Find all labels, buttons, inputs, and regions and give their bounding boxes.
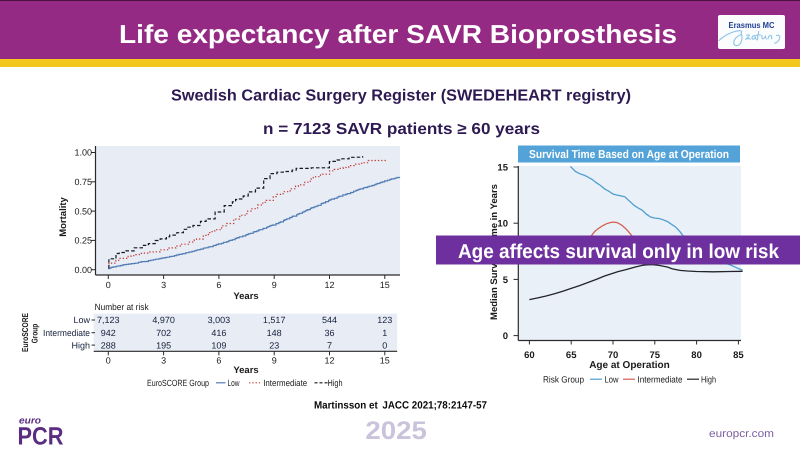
svg-text:0: 0 — [106, 356, 111, 366]
svg-text:7,123: 7,123 — [97, 315, 120, 325]
svg-text:Age at Operation: Age at Operation — [589, 360, 670, 371]
svg-text:12: 12 — [324, 356, 334, 366]
svg-text:High: High — [328, 378, 343, 388]
svg-text:Martinsson et JACC 2021;78:21: Martinsson et JACC 2021;78:2147-57 — [314, 400, 487, 412]
svg-text:6: 6 — [216, 280, 221, 290]
svg-text:75: 75 — [650, 350, 661, 361]
svg-text:Number at risk: Number at risk — [95, 302, 149, 312]
svg-text:148: 148 — [267, 328, 282, 338]
svg-text:Risk Group: Risk Group — [543, 375, 584, 385]
svg-text:Swedish Cardiac Surgery Regist: Swedish Cardiac Surgery Register (SWEDEH… — [171, 88, 631, 105]
svg-text:EuroSCORE Group: EuroSCORE Group — [147, 378, 209, 388]
svg-text:65: 65 — [566, 350, 577, 361]
svg-text:0: 0 — [382, 340, 387, 350]
svg-text:288: 288 — [101, 340, 116, 350]
svg-text:60: 60 — [524, 350, 535, 361]
svg-text:High: High — [701, 375, 716, 385]
svg-text:0: 0 — [503, 331, 508, 342]
svg-text:0.50: 0.50 — [74, 206, 92, 216]
svg-text:Low: Low — [73, 315, 90, 325]
svg-text:702: 702 — [156, 328, 171, 338]
svg-text:36: 36 — [324, 328, 334, 338]
svg-text:416: 416 — [211, 328, 226, 338]
svg-text:6: 6 — [216, 356, 221, 366]
svg-text:23: 23 — [269, 340, 279, 350]
svg-text:Intermediate: Intermediate — [263, 378, 307, 388]
svg-text:80: 80 — [691, 350, 702, 361]
svg-text:Years: Years — [233, 291, 258, 302]
svg-text:4,970: 4,970 — [152, 315, 175, 325]
svg-text:0.75: 0.75 — [74, 177, 92, 187]
svg-text:3: 3 — [161, 356, 166, 366]
svg-text:15: 15 — [380, 280, 390, 290]
svg-text:n = 7123 SAVR patients ≥ 60 ye: n = 7123 SAVR patients ≥ 60 years — [263, 121, 540, 138]
svg-text:Life expectancy after SAVR Bio: Life expectancy after SAVR Bioprosthesis — [119, 19, 677, 49]
svg-text:1.00: 1.00 — [74, 148, 92, 158]
svg-text:9: 9 — [272, 280, 277, 290]
svg-text:Group: Group — [30, 324, 40, 344]
svg-text:Erasmus MC: Erasmus MC — [729, 20, 775, 30]
svg-text:europcr.com: europcr.com — [709, 428, 774, 440]
svg-text:Survival Time Based on Age at: Survival Time Based on Age at Operation — [529, 149, 729, 161]
svg-text:0: 0 — [106, 280, 111, 290]
svg-text:Low: Low — [228, 378, 240, 388]
svg-text:3: 3 — [161, 280, 166, 290]
svg-text:109: 109 — [211, 340, 226, 350]
svg-text:0.00: 0.00 — [74, 265, 92, 275]
svg-text:85: 85 — [733, 350, 744, 361]
svg-text:9: 9 — [272, 356, 277, 366]
svg-text:1: 1 — [382, 328, 387, 338]
svg-text:15: 15 — [497, 162, 508, 173]
svg-text:70: 70 — [608, 350, 619, 361]
svg-text:544: 544 — [322, 315, 337, 325]
svg-text:0.25: 0.25 — [74, 236, 92, 246]
svg-text:5: 5 — [503, 275, 509, 286]
svg-text:3,003: 3,003 — [208, 315, 231, 325]
svg-text:Low: Low — [605, 375, 619, 385]
svg-text:1,517: 1,517 — [263, 315, 286, 325]
svg-text:123: 123 — [377, 315, 392, 325]
svg-text:7: 7 — [327, 340, 332, 350]
svg-text:10: 10 — [497, 219, 508, 230]
svg-text:euro: euro — [19, 416, 41, 427]
svg-text:Years: Years — [233, 365, 258, 376]
svg-text:Age affects survival only in l: Age affects survival only in low risk — [458, 241, 780, 263]
svg-text:195: 195 — [156, 340, 171, 350]
svg-text:2025: 2025 — [365, 417, 427, 445]
svg-text:Mortality: Mortality — [58, 196, 69, 236]
svg-text:High: High — [71, 340, 90, 350]
svg-text:Intermediate: Intermediate — [43, 328, 90, 338]
svg-text:PCR: PCR — [18, 423, 64, 450]
svg-text:15: 15 — [380, 356, 390, 366]
svg-text:942: 942 — [101, 328, 116, 338]
svg-text:Intermediate: Intermediate — [638, 375, 683, 385]
svg-text:EuroSCORE: EuroSCORE — [20, 313, 30, 352]
svg-text:12: 12 — [324, 280, 334, 290]
